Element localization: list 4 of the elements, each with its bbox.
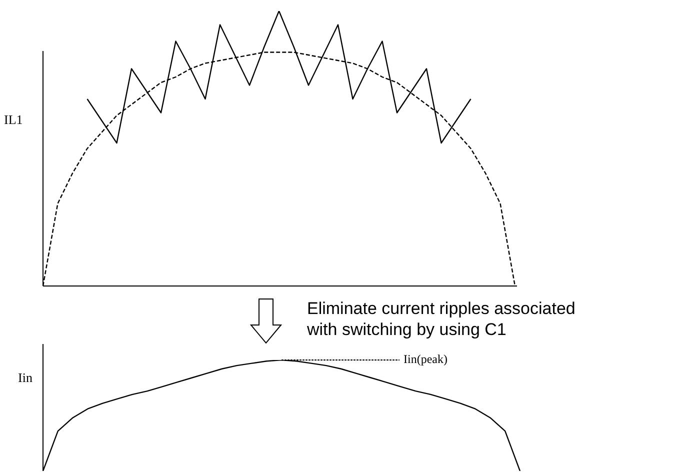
y-axis-title: Iin	[18, 370, 32, 386]
y-axis-title: IL1	[4, 112, 23, 128]
text: Eliminate current ripples associated with switching by using C1	[307, 298, 576, 340]
annotation: Iin(peak)	[404, 352, 448, 366]
